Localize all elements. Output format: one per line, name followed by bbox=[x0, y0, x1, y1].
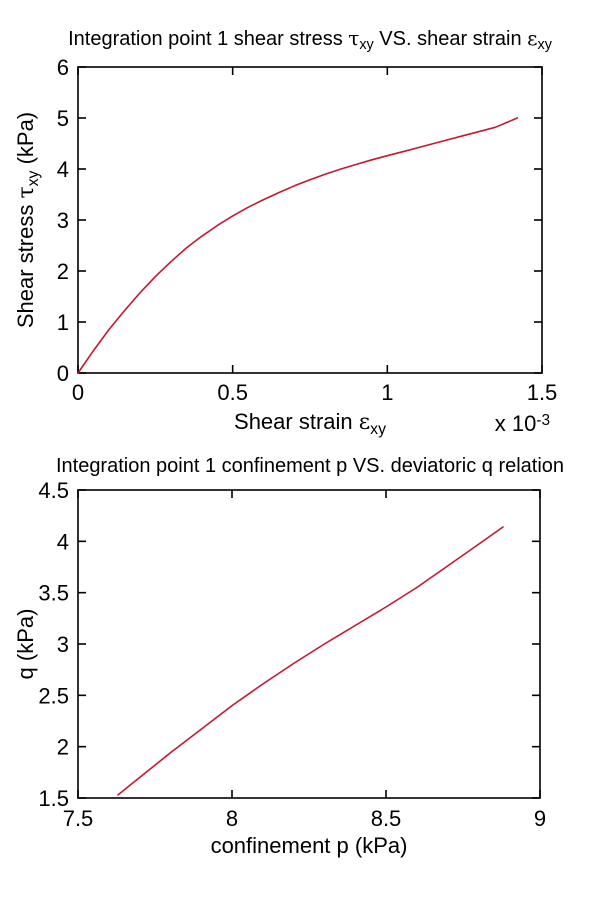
data-line bbox=[77, 117, 519, 374]
ylabel-text: Shear stress bbox=[13, 198, 38, 329]
exponent-power-text: -3 bbox=[536, 412, 550, 430]
y-tick-label: 2 bbox=[57, 735, 69, 760]
y-tick-label: 0 bbox=[57, 361, 69, 386]
y-tick-label: 1.5 bbox=[38, 786, 69, 811]
y-tick-label: 5 bbox=[57, 106, 69, 131]
tau-symbol: τ bbox=[14, 186, 39, 199]
epsilon-subscript: xy bbox=[370, 420, 386, 438]
x-tick-label: 1 bbox=[381, 380, 393, 405]
y-tick-label: 3 bbox=[57, 632, 69, 657]
y-tick-label: 1 bbox=[57, 310, 69, 335]
x-tick-label: 9 bbox=[534, 806, 546, 831]
tau-symbol: τ bbox=[348, 26, 360, 50]
xlabel-text: Shear strain bbox=[234, 409, 359, 434]
y-tick-label: 4 bbox=[57, 529, 69, 554]
x-tick-label: 0.5 bbox=[217, 380, 248, 405]
x-tick-label: 8 bbox=[226, 806, 238, 831]
tau-subscript: xy bbox=[24, 170, 42, 187]
top-chart-title: Integration point 1 shear stress τxy VS.… bbox=[10, 26, 600, 54]
y-tick-label: 2.5 bbox=[38, 683, 69, 708]
top-chart-y-axis-label: Shear stress τxy (kPa) bbox=[13, 111, 42, 329]
x-tick-label: 8.5 bbox=[371, 806, 402, 831]
y-tick-label: 3 bbox=[57, 208, 69, 233]
bottom-chart-title: Integration point 1 confinement p VS. de… bbox=[55, 455, 565, 477]
data-line bbox=[117, 526, 504, 796]
exponent-base-text: x 10 bbox=[494, 411, 537, 436]
top-chart-x-axis-exponent-label: x 10-3 bbox=[495, 411, 550, 437]
tau-subscript: xy bbox=[359, 37, 374, 54]
epsilon-symbol: ε bbox=[527, 26, 538, 50]
epsilon-symbol: ε bbox=[358, 410, 371, 435]
title-text: Integration point 1 shear stress bbox=[68, 28, 349, 50]
axes-box bbox=[77, 66, 543, 374]
bottom-chart-x-axis-label: confinement p (kPa) bbox=[210, 833, 408, 858]
bottom-chart-y-axis-label: q (kPa) bbox=[13, 608, 38, 680]
y-tick-label: 6 bbox=[57, 55, 69, 80]
title-text: VS. shear strain bbox=[373, 28, 528, 50]
y-tick-label: 4.5 bbox=[38, 478, 69, 503]
ylabel-text: (kPa) bbox=[13, 111, 38, 171]
x-tick-label: 1.5 bbox=[527, 380, 558, 405]
epsilon-subscript: xy bbox=[537, 37, 552, 54]
top-chart-x-axis-label: Shear strain εxy bbox=[78, 409, 542, 438]
y-tick-label: 2 bbox=[57, 259, 69, 284]
x-tick-label: 0 bbox=[72, 380, 84, 405]
y-tick-label: 4 bbox=[57, 157, 69, 182]
x-tick-label: 7.5 bbox=[63, 806, 94, 831]
axes-box bbox=[77, 489, 541, 799]
y-tick-label: 3.5 bbox=[38, 581, 69, 606]
